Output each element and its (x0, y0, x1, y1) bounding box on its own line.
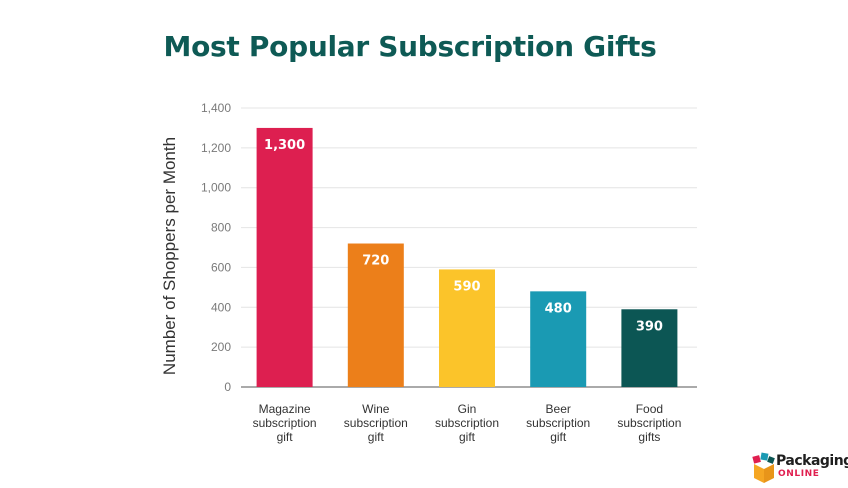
x-category-label: Food subscription gifts (617, 402, 681, 444)
x-category-label: Beer subscription gift (526, 402, 590, 444)
x-category-label: Wine subscription gift (344, 402, 408, 444)
y-tick-label: 400 (211, 300, 231, 314)
bar-value-label: 390 (636, 319, 663, 334)
y-tick-label: 800 (211, 221, 231, 235)
logo-box-icon (752, 452, 775, 483)
chart-title: Most Popular Subscription Gifts (163, 30, 657, 63)
data-labels: 1,300 720 590 480 390 (264, 138, 663, 334)
bar-value-label: 1,300 (264, 138, 305, 153)
y-axis-label: Number of Shoppers per Month (160, 137, 179, 375)
y-tick-label: 600 (211, 260, 231, 274)
logo-wordmark: Packaging (776, 453, 848, 469)
bar-value-label: 590 (453, 279, 480, 294)
packaging-online-logo: Packaging ONLINE (752, 452, 848, 484)
logo-subtext: ONLINE (778, 469, 820, 479)
bar (256, 127, 313, 387)
x-category-label: Magazine subscription gift (253, 402, 317, 444)
y-tick-label: 1,000 (201, 181, 231, 195)
bars (256, 127, 678, 387)
y-axis-ticks: 0 200 400 600 800 1,000 1,200 1,400 (201, 101, 231, 394)
bar-value-label: 720 (362, 254, 389, 269)
y-tick-label: 0 (224, 380, 231, 394)
y-tick-label: 200 (211, 340, 231, 354)
y-tick-label: 1,200 (201, 141, 231, 155)
y-tick-label: 1,400 (201, 101, 231, 115)
bar (621, 309, 678, 387)
bar (530, 291, 587, 387)
bar (347, 243, 404, 387)
x-category-label: Gin subscription gift (435, 402, 499, 444)
bar-value-label: 480 (545, 301, 572, 316)
bar (439, 269, 495, 387)
x-axis-categories: Magazine subscription gift Wine subscription… (253, 402, 682, 444)
